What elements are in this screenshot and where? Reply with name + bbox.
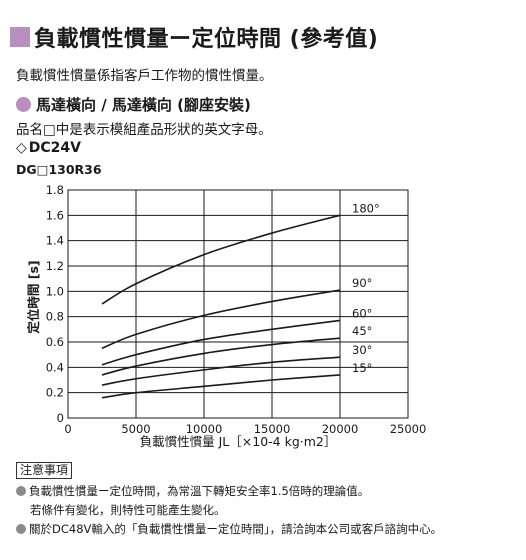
series-line — [101, 356, 341, 386]
x-axis-label: 負載慣性慣量 JL［×10-4 kg·m2］ — [140, 434, 337, 449]
title-square-icon — [10, 27, 30, 47]
y-tick-label: 1.2 — [46, 259, 64, 273]
note-continuation: 若條件有變化，則特性可能產生變化。 — [30, 502, 226, 518]
y-tick-label: 0.8 — [46, 310, 64, 324]
model-note: 品名□中是表示模組產品形狀的英文字母。 — [16, 122, 272, 138]
chart-ticks: 0 5000 10000 15000 20000 25000 0 0.2 0.4 0.6 0.8 1.… — [46, 183, 427, 436]
series-line — [101, 214, 341, 305]
series-label: 45° — [352, 324, 372, 338]
section-heading: 馬達橫向 / 馬達橫向 (腳座安裝) — [16, 94, 251, 115]
page-title-text: 負載慣性慣量ー定位時間 (參考值) — [34, 27, 379, 52]
series-label: 180° — [352, 201, 380, 215]
diamond-icon: ◇ — [16, 140, 27, 156]
page-title: 負載慣性慣量ー定位時間 (參考值) — [10, 20, 378, 54]
y-tick-label: 1.8 — [46, 183, 64, 197]
series-line — [101, 289, 341, 350]
y-tick-label: 0 — [57, 411, 64, 425]
y-tick-label: 1.6 — [46, 208, 64, 222]
y-tick-label: 1.4 — [46, 234, 64, 248]
series-label: 15° — [352, 361, 372, 375]
x-tick-label: 5000 — [121, 422, 150, 436]
y-tick-label: 0.6 — [46, 335, 64, 349]
x-tick-label: 20000 — [322, 422, 359, 436]
y-tick-label: 0.2 — [46, 386, 64, 400]
y-tick-label: 0.4 — [46, 360, 64, 374]
section-heading-text: 馬達橫向 / 馬達橫向 (腳座安裝) — [36, 96, 251, 114]
note-item: 負載慣性慣量ー定位時間，為常溫下轉矩安全率1.5倍時的理論值。 — [16, 483, 369, 499]
note-item: 關於DC48V輸入的「負載慣性慣量ー定位時間」，請洽詢本公司或客戶諮詢中心。 — [16, 521, 442, 537]
note-text: 若條件有變化，則特性可能產生變化。 — [30, 503, 226, 517]
series-label: 60° — [352, 306, 372, 320]
notes-heading: 注意事項 — [16, 462, 73, 479]
y-axis-label: 定位時間 [s] — [26, 260, 41, 334]
x-tick-label: 15000 — [254, 422, 291, 436]
chart-series: 180° 90° 60° 45° 30° 15° — [101, 201, 380, 399]
bullet-icon — [16, 524, 26, 534]
note-text: 負載慣性慣量ー定位時間，為常溫下轉矩安全率1.5倍時的理論值。 — [29, 484, 370, 498]
series-label: 30° — [352, 343, 372, 357]
x-tick-label: 10000 — [186, 422, 223, 436]
voltage-text: DC24V — [28, 140, 81, 156]
intro-text: 負載慣性慣量係指客戶工作物的慣性慣量。 — [16, 68, 273, 84]
series-line — [101, 319, 341, 366]
note-text: 關於DC48V輸入的「負載慣性慣量ー定位時間」，請洽詢本公司或客戶諮詢中心。 — [29, 522, 443, 536]
bullet-icon — [16, 486, 26, 496]
circle-bullet-icon — [16, 97, 31, 112]
y-tick-label: 1.0 — [46, 284, 64, 298]
x-tick-label: 25000 — [390, 422, 427, 436]
model-name: DG□130R36 — [16, 162, 102, 177]
x-tick-label: 0 — [64, 422, 71, 436]
series-line — [101, 337, 341, 376]
positioning-time-chart: 180° 90° 60° 45° 30° 15° 0 5000 10000 15000 20000… — [26, 183, 427, 449]
series-label: 90° — [352, 276, 372, 290]
voltage-label: ◇ DC24V — [16, 140, 81, 156]
series-line — [101, 374, 341, 399]
